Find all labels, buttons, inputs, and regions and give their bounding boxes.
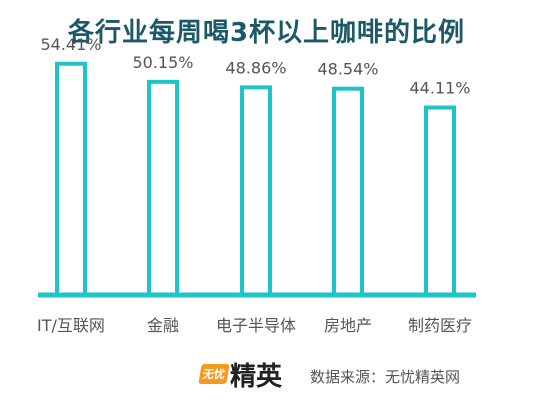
category-label-5: 制药医疗 — [408, 316, 472, 335]
bar-3 — [240, 85, 272, 297]
logo-badge: 无忧 — [198, 364, 230, 384]
category-label-4: 房地产 — [324, 316, 372, 335]
bar-5 — [424, 105, 456, 297]
category-label-1: IT/互联网 — [37, 316, 105, 335]
value-label-4: 48.54% — [317, 60, 378, 79]
logo-text: 精英 — [230, 361, 283, 392]
chart-title: 各行业每周喝3杯以上咖啡的比例 — [67, 18, 466, 48]
bar-2 — [147, 79, 179, 297]
bar-4 — [332, 86, 364, 297]
value-label-3: 48.86% — [225, 58, 286, 77]
category-label-3: 电子半导体 — [216, 316, 296, 335]
logo: 无忧 精英 — [198, 358, 283, 392]
value-label-1: 54.41% — [40, 35, 101, 54]
bar-1 — [55, 61, 87, 297]
value-label-5: 44.11% — [409, 79, 470, 98]
category-label-2: 金融 — [147, 316, 179, 335]
value-label-2: 50.15% — [132, 53, 193, 72]
data-source-text: 数据来源：无忧精英网 — [310, 368, 461, 386]
